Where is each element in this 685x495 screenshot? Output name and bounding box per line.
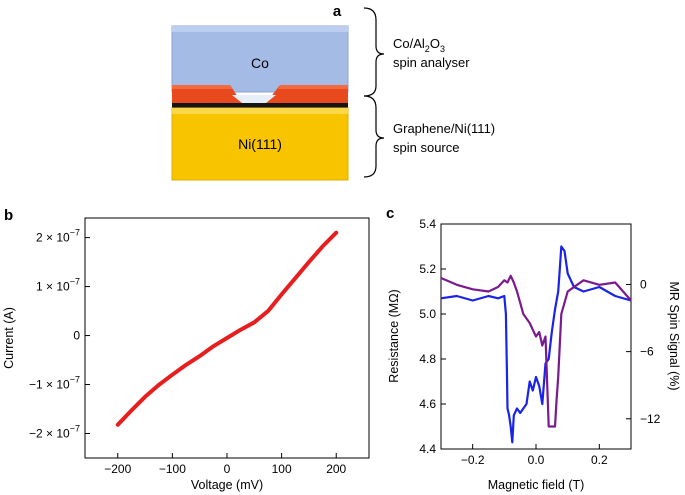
panel-b-letter: b	[4, 207, 13, 224]
iv-x-tick-label: −200	[104, 462, 131, 476]
mr-curve-blue-sweep	[440, 245, 632, 444]
brace-top	[363, 7, 385, 97]
mr-x-tick-label: −0.2	[461, 453, 485, 467]
mr-y-right-ticks: 0 −6 −12	[626, 277, 661, 426]
co-layer-highlight	[172, 26, 348, 32]
iv-x-tick-label: 100	[272, 462, 292, 476]
mr-chart: −0.2 0.0 0.2 4.4 4.6 4.8 5.0 5.2 5.4 0 −6 −12 Mag…	[387, 217, 681, 492]
iv-y-tick-label: 1 × 10−7	[36, 277, 80, 294]
mr-y-tick-label: 4.8	[419, 352, 436, 366]
mr-y-right-tick-label: 0	[640, 277, 647, 291]
annotation-spin-source: spin source	[393, 140, 459, 155]
co-layer	[171, 25, 349, 93]
mr-y-tick-label: 5.4	[419, 217, 436, 231]
oxide-right-highlight	[278, 85, 348, 89]
mr-y-right-label: MR Spin Signal (%)	[667, 281, 681, 390]
mr-y-tick-label: 4.6	[419, 397, 436, 411]
panel-c-letter: c	[386, 205, 394, 222]
oxide-left-highlight	[172, 85, 232, 89]
annotation-spin-analyser: spin analyser	[393, 55, 470, 70]
mr-y-right-tick-label: −12	[640, 412, 661, 426]
iv-chart: −200 −100 0 100 200 −2 × 10−7 −1 × 10−7 0 1 × 1…	[2, 217, 370, 492]
mr-x-label: Magnetic field (T)	[488, 478, 585, 492]
panel-a-letter: a	[333, 3, 342, 20]
mr-x-tick-label: 0.0	[528, 453, 545, 467]
annotation-graphene-ni: Graphene/Ni(111)	[393, 121, 495, 136]
ni-layer-highlight	[172, 108, 348, 114]
junction-gap	[232, 95, 276, 103]
iv-x-tick-label: 0	[224, 462, 231, 476]
iv-y-label: Current (A)	[2, 307, 16, 369]
oxide-left	[172, 85, 242, 103]
mr-y-tick-label: 5.0	[419, 307, 436, 321]
mr-x-tick-label: 0.2	[591, 453, 608, 467]
ni-layer	[171, 107, 349, 181]
mr-y-ticks: 4.4 4.6 4.8 5.0 5.2 5.4	[419, 217, 446, 456]
device-schematic: Co Ni(111)	[171, 25, 349, 181]
annotation-co-al2o3: Co/Al2O3	[393, 36, 445, 54]
iv-series	[115, 230, 339, 427]
mr-x-ticks: −0.2 0.0 0.2	[461, 444, 608, 467]
iv-y-tick-label: −2 × 10−7	[29, 424, 80, 441]
mr-y-label: Resistance (MΩ)	[387, 289, 401, 382]
mr-y-tick-label: 4.4	[419, 442, 436, 456]
co-label: Co	[251, 55, 269, 71]
mr-y-tick-label: 5.2	[419, 262, 436, 276]
brace-bottom	[363, 95, 385, 178]
iv-y-tick-label: −1 × 10−7	[29, 375, 80, 392]
iv-y-tick-label: 0	[73, 329, 80, 343]
ni-label: Ni(111)	[238, 136, 282, 152]
mr-series	[440, 245, 632, 444]
iv-curve	[115, 230, 339, 427]
iv-y-ticks: −2 × 10−7 −1 × 10−7 0 1 × 10−7 2 × 10−7	[29, 228, 90, 441]
oxide-right	[266, 85, 348, 103]
iv-x-tick-label: −100	[159, 462, 186, 476]
iv-x-ticks: −200 −100 0 100 200	[104, 453, 347, 476]
graphene-layer	[172, 103, 348, 108]
iv-x-tick-label: 200	[326, 462, 346, 476]
iv-x-label: Voltage (mV)	[191, 478, 263, 492]
mr-y-right-tick-label: −6	[640, 345, 654, 359]
mr-curve-purple-sweep	[440, 274, 632, 428]
iv-y-tick-label: 2 × 10−7	[36, 228, 80, 245]
